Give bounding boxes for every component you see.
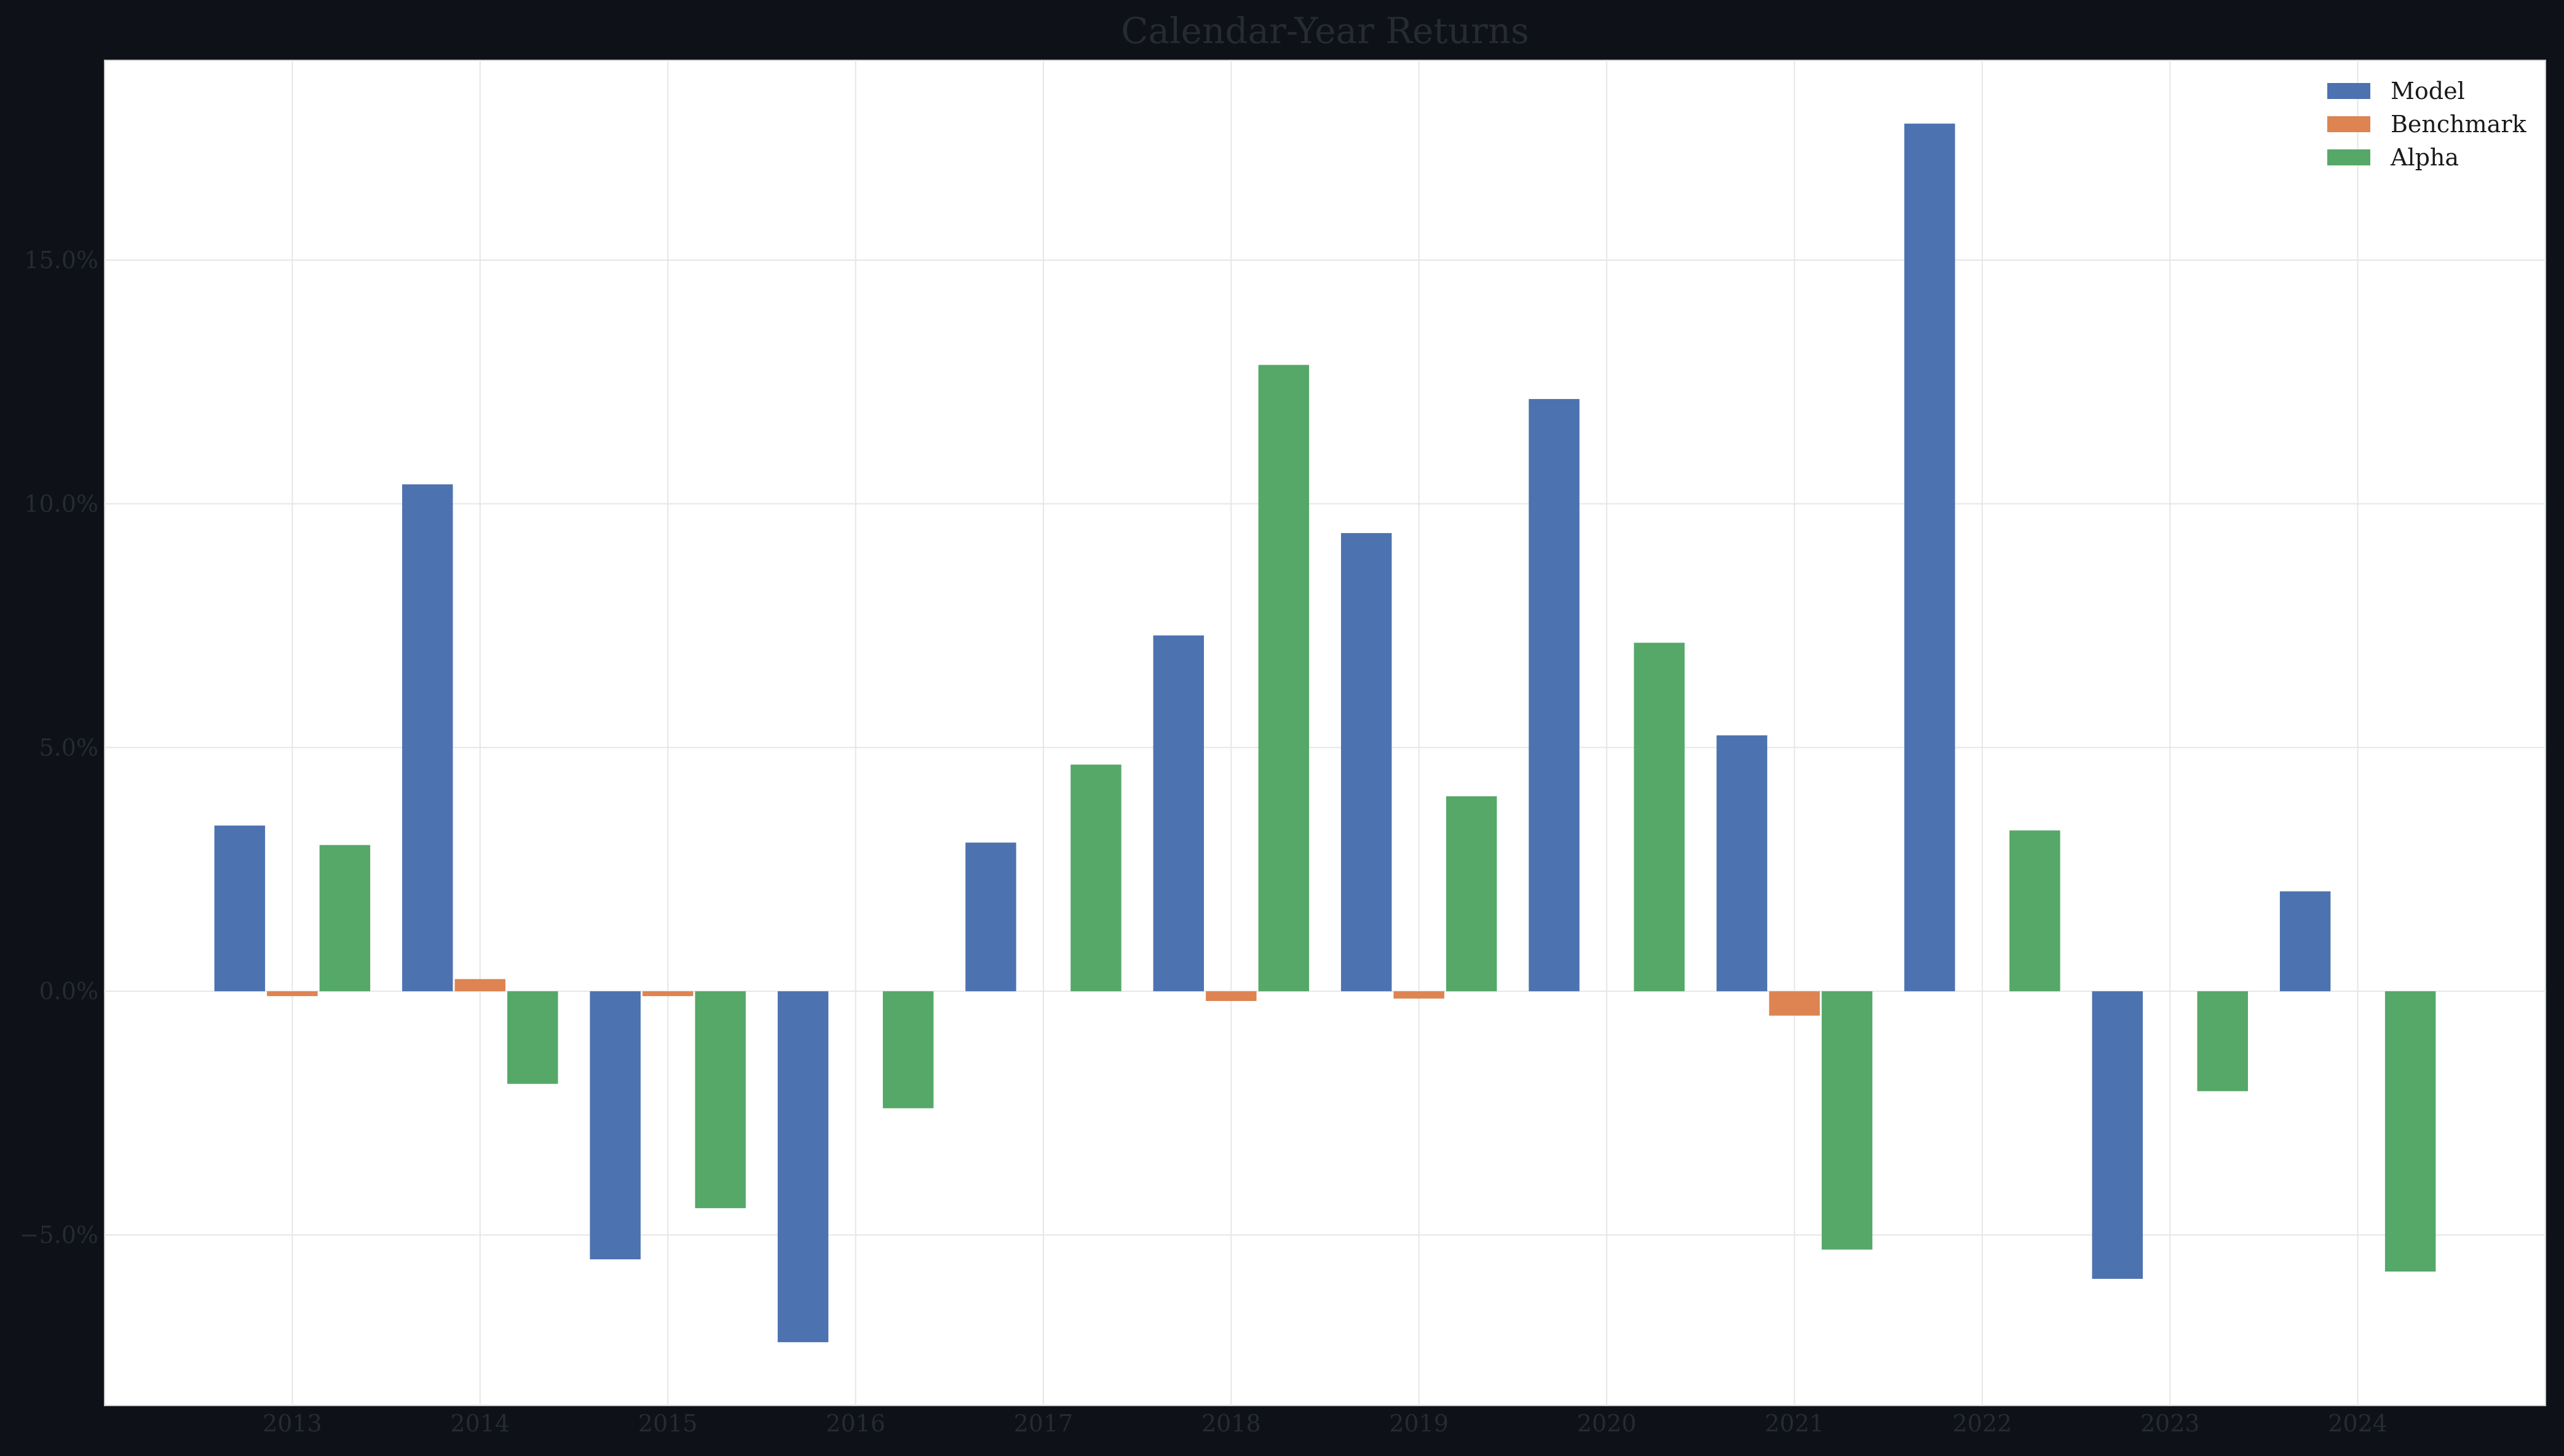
y-tick-label: 10.0%	[24, 490, 98, 517]
bar-alpha-2024	[2384, 991, 2436, 1272]
x-tick-label: 2019	[1389, 1410, 1449, 1437]
bar-alpha-2017	[1070, 764, 1122, 992]
x-tick-label: 2016	[826, 1410, 885, 1437]
x-tick-label: 2013	[263, 1410, 322, 1437]
y-tick-label: −5.0%	[20, 1222, 98, 1249]
bar-model-2015	[590, 991, 641, 1260]
bar-benchmark-2018	[1206, 991, 1257, 1002]
y-tick-label: 0.0%	[39, 978, 98, 1005]
x-tick-label: 2017	[1014, 1410, 1074, 1437]
legend: Model Benchmark Alpha	[2327, 77, 2526, 171]
bar-alpha-2013	[319, 845, 371, 992]
bar-alpha-2019	[1446, 796, 1497, 992]
bar-alpha-2022	[2009, 830, 2060, 992]
bar-model-2024	[2279, 891, 2331, 992]
legend-swatch-benchmark	[2327, 116, 2370, 132]
x-tick-label: 2021	[1765, 1410, 1824, 1437]
x-axis-ticks: 2013 2014 2015 2016 2017 2018 2019 2020 2021 2022…	[263, 1410, 2388, 1437]
bar-model-2019	[1340, 532, 1392, 992]
x-tick-label: 2020	[1577, 1410, 1637, 1437]
chart-title: Calendar-Year Returns	[1121, 10, 1529, 52]
bar-model-2013	[214, 825, 266, 992]
bar-model-2023	[2092, 991, 2143, 1279]
bar-alpha-2015	[695, 991, 746, 1208]
bar-model-2022	[1904, 124, 1955, 992]
bar-benchmark-2021	[1769, 991, 1820, 1016]
bar-alpha-2020	[1634, 643, 1685, 992]
bar-alpha-2023	[2197, 991, 2248, 1091]
bar-model-2017	[965, 842, 1016, 992]
x-tick-label: 2015	[638, 1410, 698, 1437]
x-tick-label: 2024	[2328, 1410, 2388, 1437]
bar-benchmark-2013	[267, 991, 318, 997]
y-axis-ticks: −5.0% 0.0% 5.0% 10.0% 15.0%	[20, 247, 98, 1249]
y-tick-label: 5.0%	[39, 734, 98, 761]
bar-alpha-2021	[1821, 991, 1873, 1250]
bar-model-2016	[777, 991, 829, 1342]
bar-model-2014	[402, 484, 453, 992]
legend-label-benchmark: Benchmark	[2391, 111, 2526, 138]
x-tick-label: 2023	[2140, 1410, 2200, 1437]
plot-area	[104, 60, 2546, 1406]
x-tick-label: 2022	[1952, 1410, 2012, 1437]
legend-swatch-alpha	[2327, 149, 2370, 165]
x-tick-label: 2018	[1201, 1410, 1261, 1437]
x-tick-label: 2014	[450, 1410, 510, 1437]
bar-benchmark-2019	[1393, 991, 1444, 999]
bar-benchmark-2015	[642, 991, 694, 997]
bar-model-2020	[1529, 398, 1580, 992]
bar-model-2018	[1153, 635, 1205, 992]
legend-label-alpha: Alpha	[2390, 144, 2459, 171]
bar-alpha-2016	[882, 991, 934, 1109]
legend-swatch-model	[2327, 83, 2370, 99]
bars	[214, 124, 2436, 1342]
y-tick-label: 15.0%	[24, 247, 98, 274]
bar-alpha-2014	[507, 991, 558, 1084]
bar-benchmark-2014	[454, 979, 505, 992]
bar-model-2021	[1716, 735, 1768, 992]
legend-label-model: Model	[2391, 77, 2465, 105]
bar-alpha-2018	[1258, 365, 1310, 992]
grid-lines	[105, 60, 2546, 1406]
